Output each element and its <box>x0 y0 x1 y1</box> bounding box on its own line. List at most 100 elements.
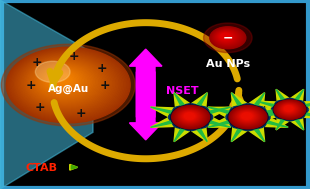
Circle shape <box>274 100 306 119</box>
Circle shape <box>280 104 298 115</box>
Polygon shape <box>175 117 191 131</box>
Circle shape <box>177 109 203 125</box>
Circle shape <box>179 110 201 123</box>
Circle shape <box>281 104 297 113</box>
Circle shape <box>213 29 241 46</box>
Polygon shape <box>231 127 247 142</box>
Circle shape <box>29 60 101 104</box>
Text: +: + <box>32 56 42 69</box>
Circle shape <box>172 106 210 129</box>
Circle shape <box>14 52 119 116</box>
Text: +: + <box>97 62 108 74</box>
Text: +: + <box>100 79 111 91</box>
Circle shape <box>180 110 200 122</box>
Circle shape <box>278 102 301 116</box>
Circle shape <box>39 67 86 96</box>
Circle shape <box>175 108 205 126</box>
Polygon shape <box>174 93 188 110</box>
Polygon shape <box>0 0 93 189</box>
Circle shape <box>184 113 194 119</box>
Circle shape <box>44 69 80 92</box>
Circle shape <box>237 110 257 122</box>
Polygon shape <box>231 125 245 142</box>
Polygon shape <box>248 117 270 126</box>
Circle shape <box>219 33 232 40</box>
Circle shape <box>179 110 202 124</box>
Polygon shape <box>276 116 287 130</box>
Polygon shape <box>300 101 310 108</box>
Polygon shape <box>208 107 232 117</box>
Polygon shape <box>290 110 308 117</box>
Circle shape <box>216 30 237 44</box>
Circle shape <box>277 102 302 117</box>
Polygon shape <box>174 127 190 142</box>
Circle shape <box>174 107 207 127</box>
Polygon shape <box>293 89 303 103</box>
Polygon shape <box>290 110 303 121</box>
Circle shape <box>214 29 240 45</box>
Polygon shape <box>249 127 265 142</box>
Circle shape <box>178 109 202 124</box>
Text: −: − <box>223 31 233 44</box>
Polygon shape <box>208 118 232 127</box>
Circle shape <box>37 65 90 98</box>
Polygon shape <box>192 127 207 142</box>
Polygon shape <box>71 165 78 169</box>
Polygon shape <box>151 119 178 127</box>
Polygon shape <box>300 111 310 118</box>
Circle shape <box>231 107 264 127</box>
Circle shape <box>24 58 107 108</box>
Polygon shape <box>174 93 190 107</box>
Circle shape <box>173 106 208 128</box>
Polygon shape <box>194 93 207 110</box>
Circle shape <box>25 58 105 107</box>
Polygon shape <box>192 93 207 107</box>
Circle shape <box>29 61 99 103</box>
Circle shape <box>19 55 113 112</box>
Circle shape <box>233 108 262 125</box>
Circle shape <box>277 101 303 117</box>
Polygon shape <box>290 89 303 101</box>
Polygon shape <box>231 93 245 110</box>
Circle shape <box>26 59 104 106</box>
Circle shape <box>273 99 307 120</box>
Circle shape <box>219 32 233 41</box>
Polygon shape <box>264 118 288 127</box>
Text: NSET: NSET <box>166 86 198 96</box>
Polygon shape <box>231 93 247 107</box>
Text: +: + <box>35 101 46 114</box>
Text: +: + <box>26 79 36 91</box>
Circle shape <box>18 54 115 113</box>
Polygon shape <box>208 119 236 127</box>
Circle shape <box>52 74 69 85</box>
Circle shape <box>221 33 231 40</box>
Polygon shape <box>208 107 236 115</box>
Polygon shape <box>233 104 248 117</box>
Text: CTAB: CTAB <box>26 163 58 173</box>
Circle shape <box>12 51 122 118</box>
Polygon shape <box>290 98 303 110</box>
Circle shape <box>17 53 116 114</box>
Polygon shape <box>257 101 280 108</box>
Polygon shape <box>168 108 191 117</box>
Circle shape <box>40 67 85 95</box>
Circle shape <box>231 106 265 128</box>
Circle shape <box>33 63 94 101</box>
Circle shape <box>217 31 236 43</box>
Circle shape <box>234 109 261 125</box>
Circle shape <box>35 64 91 98</box>
Circle shape <box>232 107 264 126</box>
Circle shape <box>240 112 255 121</box>
Circle shape <box>10 49 126 120</box>
Circle shape <box>212 28 243 47</box>
Polygon shape <box>70 164 78 170</box>
Circle shape <box>220 33 232 40</box>
Circle shape <box>233 108 263 126</box>
Polygon shape <box>249 93 265 107</box>
Circle shape <box>211 28 244 48</box>
Circle shape <box>182 112 197 121</box>
Polygon shape <box>174 125 188 142</box>
Polygon shape <box>303 110 310 118</box>
Polygon shape <box>248 117 263 131</box>
Polygon shape <box>248 104 263 117</box>
